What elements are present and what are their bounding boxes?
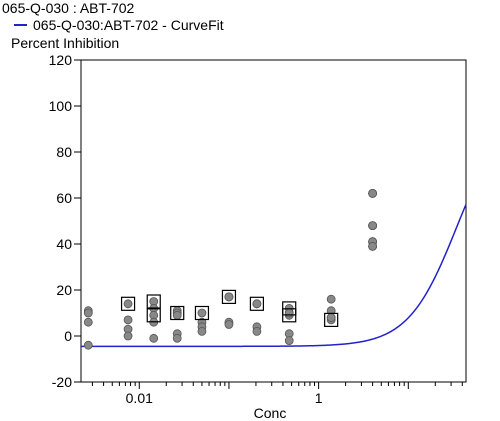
x-axis-label: Conc	[254, 405, 287, 421]
y-tick-label: 40	[56, 236, 72, 252]
data-point	[252, 326, 262, 336]
data-point	[197, 326, 207, 336]
data-point	[83, 308, 93, 318]
data-point	[252, 299, 262, 309]
data-point	[123, 315, 133, 325]
excluded-point-marker	[170, 305, 185, 321]
data-point	[224, 320, 234, 329]
y-tick-label: 80	[56, 144, 72, 160]
y-tick-label: 20	[56, 282, 72, 298]
legend-curve-label: 065-Q-030:ABT-702 - CurveFit	[33, 17, 224, 33]
data-point	[83, 317, 93, 327]
data-point	[149, 333, 159, 343]
data-point	[197, 308, 207, 318]
y-tick-label: 100	[49, 98, 73, 114]
data-point	[172, 310, 182, 320]
data-point	[284, 336, 294, 346]
data-point	[326, 294, 336, 304]
excluded-point-marker	[146, 308, 161, 323]
y-tick-label: 120	[49, 52, 73, 68]
y-axis-label: Percent Inhibition	[11, 35, 120, 51]
data-point	[83, 340, 93, 350]
x-tick-label: 0.01	[126, 390, 153, 406]
y-tick-label: -20	[52, 374, 72, 390]
legend-curve-swatch	[14, 24, 27, 26]
data-point	[326, 313, 336, 323]
data-point	[224, 292, 234, 302]
data-point	[123, 299, 133, 309]
data-point	[123, 331, 133, 341]
y-tick-label: 0	[64, 328, 72, 344]
data-point	[368, 241, 378, 251]
data-point	[172, 333, 182, 343]
fit-curve	[81, 204, 467, 348]
y-tick-label: 60	[56, 190, 72, 206]
excluded-point-marker	[249, 296, 265, 311]
x-tick-label: 1	[315, 390, 323, 406]
legend: 065-Q-030:ABT-702 - CurveFit	[14, 17, 224, 33]
excluded-point-marker	[194, 305, 210, 321]
data-point	[284, 308, 294, 318]
excluded-point-marker	[221, 289, 237, 304]
data-point	[368, 221, 378, 231]
excluded-point-marker	[324, 312, 339, 327]
excluded-point-marker	[282, 308, 297, 323]
plot-frame	[80, 59, 467, 383]
excluded-point-marker	[146, 294, 161, 309]
excluded-point-marker	[120, 296, 136, 311]
chart-title: 065-Q-030 : ABT-702	[2, 0, 135, 16]
data-point	[368, 188, 378, 198]
